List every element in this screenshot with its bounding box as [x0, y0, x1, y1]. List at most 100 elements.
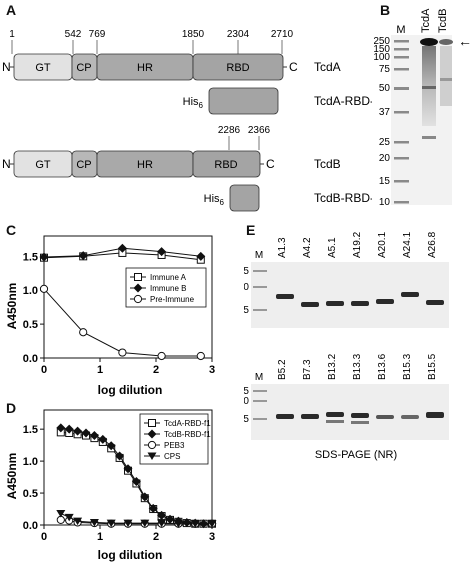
gel-b-tcdb-lane [439, 39, 453, 106]
panel-label-c: C [6, 222, 17, 238]
chart-d-point-1-4 [89, 431, 99, 441]
gel-e-bottom-bands [276, 412, 444, 424]
tcdb-hr-label: HR [137, 159, 153, 171]
tcda-pos-2304: 2304 [227, 29, 250, 40]
gel-b-arrow: ← [458, 33, 472, 49]
tcda-pos-1: 1 [9, 29, 15, 40]
chart-c-legend-label-2: Pre-Immune [150, 295, 195, 304]
chart-c-legend: Immune A Immune B Pre-Immune [125, 267, 207, 308]
chart-d-legend-label-3: CPS [164, 452, 180, 461]
gel-b-marker-250: 250 [374, 36, 390, 47]
gel-b: M TcdA TcdB 250 150 100 75 50 37 25 20 1… [374, 8, 472, 208]
chart-c-ytick-3: 1.5 [23, 251, 38, 263]
gel-e-bottom: M B5.2 B7.3 B13.2 B13.3 B13.6 B15.3 B15.… [244, 353, 449, 461]
chart-d-point-1-11 [148, 503, 158, 513]
chart-c-point-2-1 [79, 328, 88, 337]
chart-c-ytick-1: 0.5 [23, 319, 38, 331]
gel-e-bottom-lane-b7-3: B7.3 [302, 359, 313, 380]
chart-c-xtick-0: 0 [41, 364, 47, 376]
panel-label-b: B [380, 2, 391, 18]
chart-c-point-1-0 [39, 252, 49, 262]
gel-b-marker-10: 10 [379, 197, 391, 208]
chart-c-point-2-2 [118, 348, 127, 357]
chart-d-point-3-5 [123, 519, 133, 528]
tcda-name: TcdA [314, 60, 341, 74]
gel-b-tcda-lane [420, 38, 438, 139]
chart-d-point-3-9 [190, 520, 200, 528]
chart-c-xtick-1: 1 [97, 364, 103, 376]
chart-d-point-1-5 [98, 434, 108, 444]
chart-c-legend-marker-0 [134, 273, 142, 281]
tcda-gt-label: GT [35, 62, 51, 74]
chart-c-point-1-1 [78, 251, 88, 261]
chart-d-point-1-15 [182, 517, 192, 527]
tcdb-diagram: 2286 2366 N GT CP HR RBD C TcdB [2, 125, 341, 178]
tcda-n-term: N [2, 60, 11, 74]
chart-c-ytick-2: 1.0 [23, 285, 38, 297]
panel-label-a: A [6, 2, 17, 18]
tcdb-cp-label: CP [76, 159, 91, 171]
gel-e-top-bands [276, 292, 444, 307]
chart-d-legend-marker-1 [147, 429, 157, 439]
chart-d-point-1-0 [56, 423, 66, 433]
tcda-rbd-label: RBD [226, 62, 249, 74]
chart-d-ylabel: A450nm [5, 453, 19, 500]
tcda-pos-542: 542 [65, 29, 82, 40]
gel-b-marker-100: 100 [374, 52, 390, 63]
chart-c: A450nm log dilution 0 1 2 3 0.0 0.5 1.0 1.5 Imm… [5, 235, 215, 397]
gel-b-marker-20: 20 [379, 153, 391, 164]
chart-d-point-1-13 [165, 514, 175, 524]
chart-d-xlabel: log dilution [98, 548, 163, 562]
gel-b-lane-m: M [396, 24, 405, 36]
chart-d-ytick-1: 0.5 [23, 488, 38, 500]
gel-b-lane-tcda: TcdA [420, 8, 432, 33]
chart-d-xtick-1: 1 [97, 531, 103, 543]
tcda-pos-769: 769 [89, 29, 106, 40]
tcdb-rbd-f1-box [229, 184, 260, 212]
chart-c-xlabel: log dilution [98, 383, 163, 397]
chart-d: A450nm log dilution 0 1 2 3 0.0 0.5 1.0 1.5 Tcd… [5, 409, 217, 562]
chart-c-point-2-3 [157, 351, 166, 361]
gel-e-bottom-lane-b15-5: B15.5 [427, 353, 438, 380]
gel-b-marker-15: 15 [379, 176, 391, 187]
gel-e-top-lane-a5-1: A5.1 [327, 237, 338, 258]
gel-b-marker-37: 37 [379, 107, 391, 118]
tcdb-his-tag: His6 [204, 193, 225, 207]
chart-d-point-3-8 [173, 520, 183, 528]
gel-e-top-lane-m: M [255, 250, 263, 261]
gel-e-top-marker-20: 20 [244, 282, 249, 293]
gel-e-bottom-marker-25: 25 [244, 386, 249, 397]
chart-d-legend-marker-0 [148, 419, 156, 427]
chart-c-ytick-0: 0.0 [23, 353, 38, 365]
chart-d-point-1-6 [106, 441, 116, 451]
chart-d-point-1-8 [123, 464, 133, 474]
chart-c-xtick-2: 2 [153, 364, 159, 376]
chart-c-xtick-3: 3 [209, 364, 215, 376]
chart-d-point-3-3 [89, 518, 99, 527]
tcda-frag-name: TcdA-RBD-f1 [314, 94, 372, 108]
tcdb-pos-2366: 2366 [248, 125, 271, 136]
tcda-rbd-f1-box [208, 87, 279, 115]
tcda-pos-2710: 2710 [271, 29, 294, 40]
gel-b-lane-tcdb: TcdB [437, 9, 449, 33]
tcdb-c-term: C [266, 157, 275, 171]
chart-d-point-1-9 [131, 477, 141, 487]
chart-c-point-1-4 [196, 251, 206, 261]
tcda-c-term: C [289, 60, 298, 74]
chart-d-xtick-3: 3 [209, 531, 215, 543]
chart-d-point-1-3 [81, 428, 91, 438]
chart-c-legend-label-1: Immune B [150, 284, 186, 293]
gel-e-bottom-lane-b13-2: B13.2 [327, 353, 338, 380]
chart-d-legend-label-0: TcdA-RBD-f1 [164, 419, 211, 428]
gel-e-top-marker-25: 25 [244, 266, 249, 277]
chart-c-legend-marker-2 [133, 294, 143, 304]
tcdb-pos-2286: 2286 [218, 125, 241, 136]
gel-b-marker-150: 150 [374, 44, 390, 55]
chart-d-point-3-0 [56, 510, 66, 518]
chart-d-ytick-3: 1.5 [23, 424, 38, 436]
tcda-hr-label: HR [137, 62, 153, 74]
chart-c-point-2-4 [196, 351, 205, 361]
tcdb-name: TcdB [314, 157, 341, 171]
gel-e-bottom-lane-b13-3: B13.3 [352, 353, 363, 380]
gel-e: M A1.3 A4.2 A5.1 A19.2 A20.1 A24.1 A26.8… [244, 231, 449, 461]
